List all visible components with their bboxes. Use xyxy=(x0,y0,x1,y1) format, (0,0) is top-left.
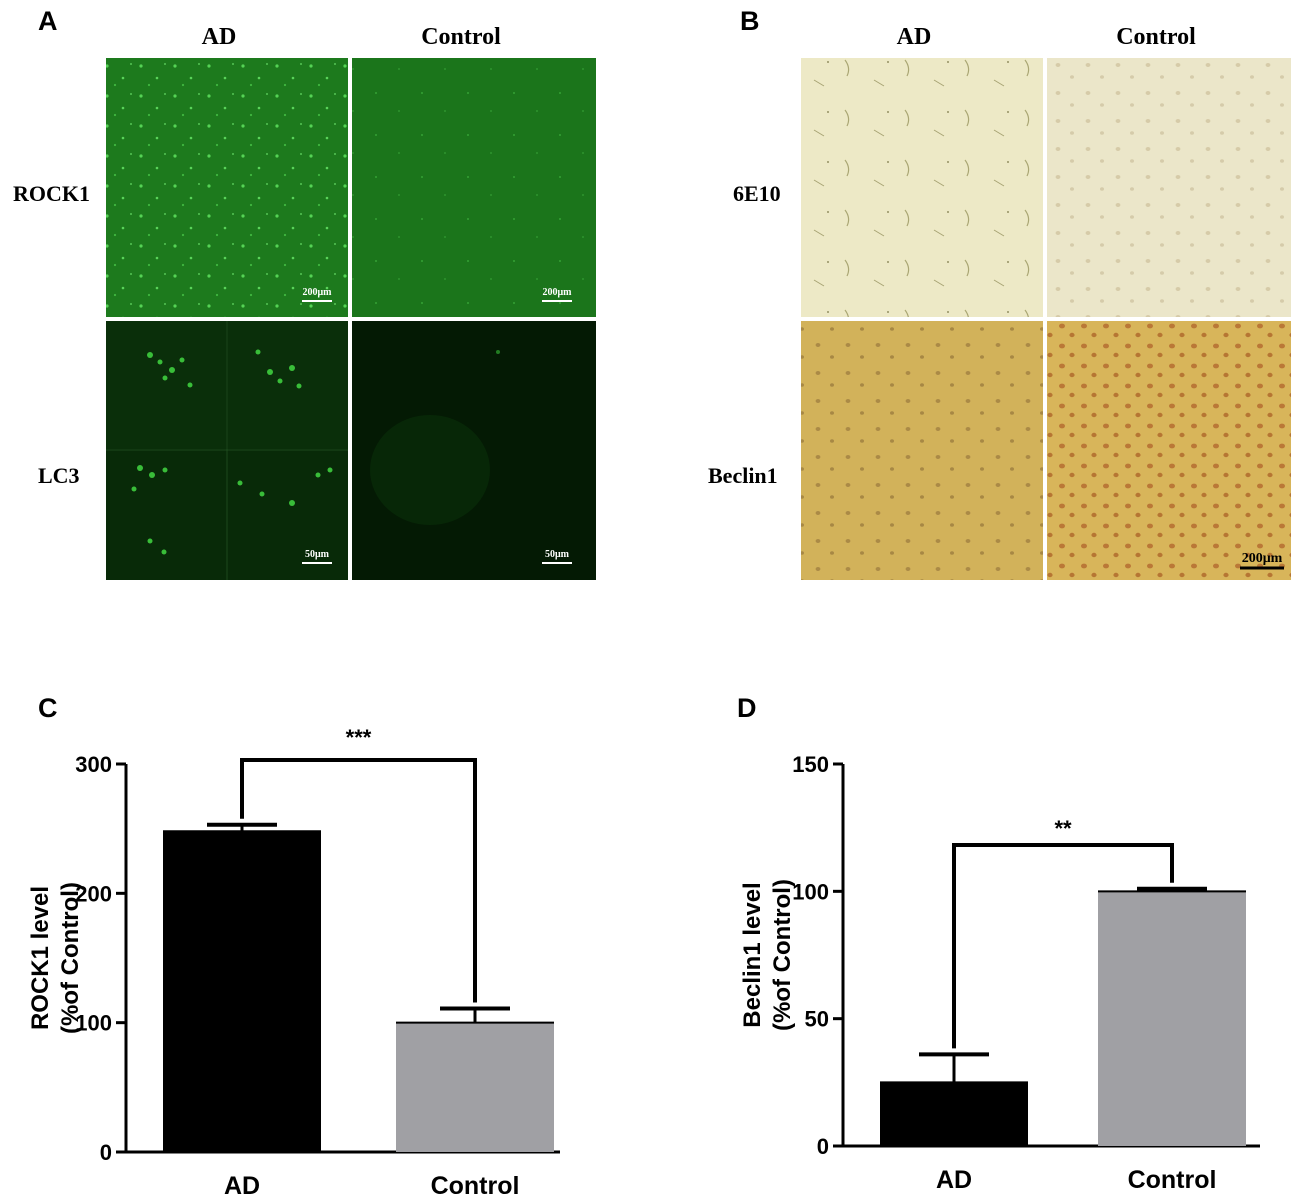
micrograph-rock1-control: 200μm xyxy=(352,58,596,317)
chart-c-significance-bracket xyxy=(240,758,477,1003)
chart-c-significance-label: *** xyxy=(346,725,372,750)
chart-d-significance-label: ** xyxy=(1054,816,1072,841)
scale-bar-rock1-control: 200μm xyxy=(543,287,573,298)
scale-bar-beclin1: 200μm xyxy=(1242,551,1283,566)
chart-c-category-label: AD xyxy=(224,1172,260,1200)
chart-c-y-axis-title: ROCK1 level (%of Control) xyxy=(27,882,84,1034)
chart-d-y-axis-title-line: Beclin1 level xyxy=(739,882,766,1027)
panel-b-col-control: Control xyxy=(1116,24,1196,50)
chart-d-y-axis-title-line: (%of Control) xyxy=(769,879,796,1031)
micrograph-lc3-ad: 50μm xyxy=(106,321,348,580)
panel-a-col-control: Control xyxy=(421,24,501,50)
panel-b-col-ad: AD xyxy=(897,24,932,50)
panel-b-image-grid: 200μm xyxy=(801,58,1291,580)
micrograph-6e10-ad xyxy=(801,58,1043,317)
panel-a-image-grid: 200μm 200μm 50μm xyxy=(106,58,596,580)
panel-c-letter: C xyxy=(38,693,58,723)
scale-bar-lc3-control: 50μm xyxy=(545,549,570,560)
chart-c-category-label: Control xyxy=(431,1172,520,1200)
chart-c-y-axis-title-line: (%of Control) xyxy=(57,882,84,1034)
micrograph-beclin1-ad xyxy=(801,321,1043,580)
chart-c-bar-ad xyxy=(163,831,321,1152)
chart-d-category-label: Control xyxy=(1128,1166,1217,1194)
scale-bar-lc3-ad: 50μm xyxy=(305,549,330,560)
panel-a-row-lc3: LC3 xyxy=(38,463,80,488)
chart-d-y-axis-title: Beclin1 level (%of Control) xyxy=(739,879,796,1031)
chart-d-bar-ad xyxy=(880,1082,1028,1146)
scale-bar-rock1-ad: 200μm xyxy=(303,287,333,298)
panel-a-row-rock1: ROCK1 xyxy=(13,181,90,206)
panel-b-letter: B xyxy=(740,6,760,36)
chart-d-y-tick-label: 100 xyxy=(792,879,829,904)
chart-d-y-tick-label: 150 xyxy=(792,752,829,777)
chart-c-y-tick-label: 0 xyxy=(100,1140,112,1165)
chart-d-category-label: AD xyxy=(936,1166,972,1194)
chart-c-bar-control xyxy=(396,1022,554,1152)
panel-a-col-ad: AD xyxy=(202,24,237,50)
panel-b-row-6e10: 6E10 xyxy=(733,181,781,206)
chart-d-bar-control xyxy=(1098,891,1246,1146)
chart-d-y-tick-label: 0 xyxy=(817,1134,829,1159)
chart-rock1-level: 0 100 200 300 AD Control *** ROCK1 level (%of Co… xyxy=(27,725,560,1200)
panel-a-letter: A xyxy=(38,6,58,36)
chart-c-y-tick-label: 300 xyxy=(75,752,112,777)
chart-c-y-tick-label: 200 xyxy=(75,881,112,906)
chart-beclin1-level: 0 50 100 150 AD Control ** Beclin1 level (%of Co… xyxy=(739,752,1260,1194)
chart-d-significance-bracket xyxy=(952,843,1174,1049)
micrograph-rock1-ad: 200μm xyxy=(106,58,348,317)
micrograph-beclin1-control: 200μm xyxy=(1047,321,1291,580)
chart-d-y-tick-label: 50 xyxy=(805,1007,829,1032)
panel-d-letter: D xyxy=(737,693,757,723)
chart-c-y-tick-label: 100 xyxy=(75,1011,112,1036)
micrograph-6e10-control xyxy=(1047,58,1291,317)
micrograph-lc3-control: 50μm xyxy=(352,321,596,580)
chart-c-y-axis-title-line: ROCK1 level xyxy=(27,886,54,1030)
panel-b-row-beclin1: Beclin1 xyxy=(708,463,778,488)
